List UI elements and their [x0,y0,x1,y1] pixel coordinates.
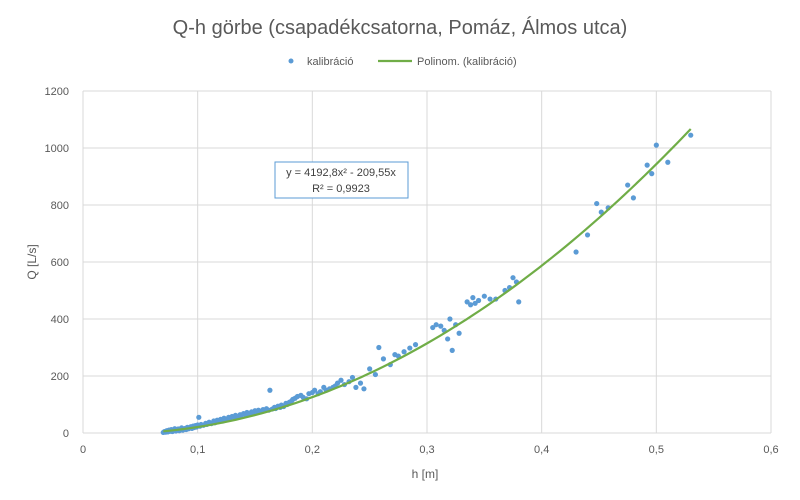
data-point [481,293,487,299]
x-tick-label: 0,2 [305,444,320,456]
data-point [447,316,453,322]
y-tick-label: 1000 [45,143,69,155]
equation-box-border [274,161,409,199]
data-point [430,324,436,331]
legend-label-polinom: Polinom. (kalibráció) [417,56,517,68]
x-tick-label: 0 [80,444,86,456]
data-point [353,384,359,390]
x-tick-label: 0,1 [190,444,205,456]
data-point [630,195,637,201]
data-point [487,296,493,302]
trendline [163,128,692,433]
data-point [372,371,378,378]
data-point [573,249,579,255]
data-point [376,344,382,351]
data-point [267,387,273,393]
data-point [653,142,659,148]
r-squared: R² = 0,9923 [312,183,370,195]
y-axis-label: Q [L/s] [25,244,39,279]
data-point [433,322,439,328]
trendline-group [163,128,692,433]
data-point [196,414,202,420]
data-point [380,356,387,362]
data-point [438,323,444,329]
data-point [401,349,407,355]
data-point [449,347,455,353]
data-point [334,380,341,386]
trendline-equation: y = 4192,8x² - 209,55x [286,167,396,179]
data-point [472,300,478,306]
x-tick-label: 0,3 [419,444,434,456]
x-tick-label: 0,4 [534,444,549,456]
legend-marker-kalibracio [288,58,294,64]
trendline-equation-box: y = 4192,8x² - 209,55x R² = 0,9923 [274,161,409,199]
x-tick-labels: 0 0,1 0,2 0,3 0,4 0,5 0,6 [80,444,779,456]
y-tick-label: 0 [63,428,69,440]
data-point [445,336,451,342]
data-point [516,299,522,305]
data-point [464,299,470,305]
data-point [649,171,655,177]
data-point [349,374,356,381]
gridlines [82,90,772,434]
y-tick-label: 200 [51,371,69,383]
data-point [584,232,591,238]
y-tick-label: 1200 [45,86,69,98]
x-axis-label: h [m] [412,467,439,481]
data-point [688,132,694,138]
data-point [625,182,631,188]
data-point [456,330,462,336]
data-point [357,380,364,386]
x-tick-label: 0,6 [763,444,778,456]
legend-label-kalibracio: kalibráció [307,56,353,68]
x-tick-label: 0,5 [649,444,664,456]
data-point [594,200,600,207]
y-tick-label: 800 [51,200,69,212]
data-point [665,159,671,165]
y-tick-label: 600 [51,257,69,269]
data-point [467,302,474,308]
data-point [367,366,373,372]
y-tick-labels: 0 200 400 600 800 1000 1200 [45,86,69,440]
data-point [470,295,476,301]
data-point [338,377,344,383]
legend: kalibráció Polinom. (kalibráció) [288,56,517,68]
data-point [476,297,482,304]
data-point [412,342,419,348]
y-tick-label: 400 [51,314,69,326]
data-point [361,386,367,392]
chart-title: Q-h görbe (csapadékcsatorna, Pomáz, Álmo… [173,16,628,39]
data-point [510,275,516,281]
data-point [644,162,650,168]
data-point [312,387,318,393]
data-point [407,345,413,351]
